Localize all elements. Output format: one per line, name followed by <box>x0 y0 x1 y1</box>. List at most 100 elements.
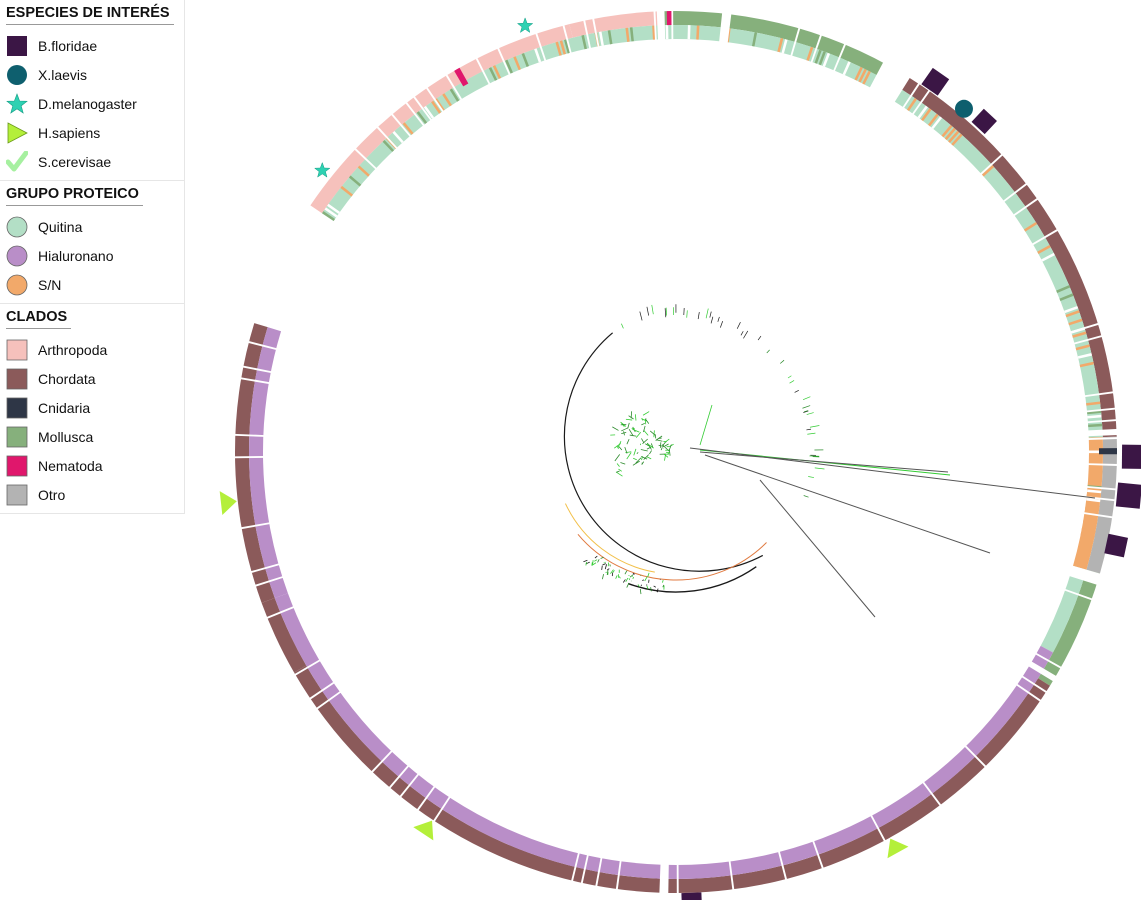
legend-label: S.cerevisae <box>38 153 112 170</box>
tree-branch <box>644 576 648 582</box>
tree-branch <box>645 418 650 424</box>
tree-branch <box>616 463 620 467</box>
tree-branch <box>610 569 614 574</box>
ring-gap <box>1015 683 1042 702</box>
d-melanogaster-marker <box>313 161 331 178</box>
ring-fleck <box>906 98 917 112</box>
tree-branch <box>665 307 668 316</box>
tree-branch <box>647 572 650 578</box>
tree-branch <box>628 578 630 581</box>
legend-label: Cnidaria <box>38 399 91 416</box>
square-swatch-icon <box>6 339 28 361</box>
tree-branch <box>640 449 648 452</box>
tree-branch <box>614 454 621 462</box>
ring-fleck <box>1085 506 1100 512</box>
ring-fleck <box>564 39 571 54</box>
legend-item-nematoda: Nematoda <box>6 451 184 480</box>
tree-branch <box>704 454 991 554</box>
b-floridae-marker <box>1115 482 1141 509</box>
legend-clades-title: CLADOS <box>6 309 72 329</box>
tree-branch <box>618 468 622 472</box>
tree-branch <box>641 418 644 421</box>
legend-panel: ESPECIES DE INTERÉS B.floridae X.laevis … <box>0 0 185 514</box>
tree-branch <box>637 584 640 588</box>
ring-segment <box>261 598 307 673</box>
ring-fleck <box>1077 353 1092 359</box>
ring-gap <box>1084 391 1115 398</box>
tree-branch <box>787 375 792 379</box>
tree-branch <box>583 559 588 563</box>
ring-fleck <box>555 41 562 56</box>
tree-branch <box>757 335 762 341</box>
tree-branch <box>629 574 633 578</box>
ring-gap <box>354 147 378 170</box>
ring-fleck <box>431 100 442 114</box>
tree-branch <box>697 312 700 320</box>
tree-branch <box>606 568 610 571</box>
ring-gap <box>254 575 284 587</box>
ring-fleck <box>327 203 340 214</box>
tree-branch <box>766 349 770 354</box>
tree-branch <box>594 555 598 559</box>
tree-branch <box>621 427 629 432</box>
tree-branch <box>626 582 630 588</box>
ring-gap <box>1086 485 1117 491</box>
tree-branches <box>563 304 1096 618</box>
square-swatch-icon <box>6 455 28 477</box>
tree-branch <box>632 426 636 433</box>
legend-item-quitina: Quitina <box>6 212 184 241</box>
ring-fleck <box>1098 448 1117 455</box>
ring-gap <box>812 840 824 870</box>
ring-fleck <box>1068 318 1083 326</box>
tree-branch <box>626 452 632 460</box>
ring-gap <box>671 10 674 41</box>
ring-gap <box>234 456 265 459</box>
tree-branch <box>664 308 667 318</box>
ring-segment <box>1040 565 1087 653</box>
tree-branch <box>668 444 672 451</box>
circle-swatch-icon <box>6 216 28 238</box>
h-sapiens-marker <box>413 820 434 841</box>
tree-branch <box>625 418 633 421</box>
ring-segment <box>294 665 662 893</box>
ring-fleck <box>581 35 587 50</box>
ring-fleck <box>423 105 435 119</box>
tree-branch <box>618 446 623 451</box>
ring-segment <box>1038 569 1100 686</box>
ring-fleck <box>402 122 414 135</box>
ring-gap <box>240 377 270 385</box>
legend-item-otro: Otro <box>6 480 184 509</box>
square-swatch-icon <box>6 484 28 506</box>
ring-gap <box>242 365 272 374</box>
ring-fleck <box>1064 305 1079 314</box>
legend-species-title: ESPECIES DE INTERÉS <box>6 5 174 25</box>
ring-fleck <box>951 133 963 146</box>
legend-label: Hialuronano <box>38 247 114 264</box>
ring-fleck <box>521 52 530 67</box>
tree-branch <box>803 495 809 498</box>
tree-branch <box>594 559 598 562</box>
ring-gap <box>656 9 666 42</box>
tree-branch <box>585 561 587 566</box>
tree-branch <box>577 533 767 581</box>
legend-item-chordata: Chordata <box>6 364 184 393</box>
tree-branch <box>664 443 669 447</box>
legend-label: Chordata <box>38 370 96 387</box>
tree-branch <box>649 450 652 455</box>
ring-gap <box>250 563 280 574</box>
tree-branch <box>660 447 663 451</box>
tree-branch <box>656 588 659 593</box>
ring-segment <box>274 593 1054 879</box>
tree-branch <box>664 454 666 461</box>
legend-label: S/N <box>38 276 62 293</box>
tree-branch <box>642 411 650 416</box>
tree-branch <box>597 559 600 563</box>
tree-branch <box>654 434 657 439</box>
ring-gap <box>1027 660 1058 683</box>
tree-branch <box>651 304 654 315</box>
tree-branch <box>789 380 795 384</box>
ring-fleck <box>488 67 498 81</box>
ring-gap <box>777 850 788 881</box>
legend-item-b-floridae: B.floridae <box>6 31 184 60</box>
ring-fleck <box>434 98 445 112</box>
